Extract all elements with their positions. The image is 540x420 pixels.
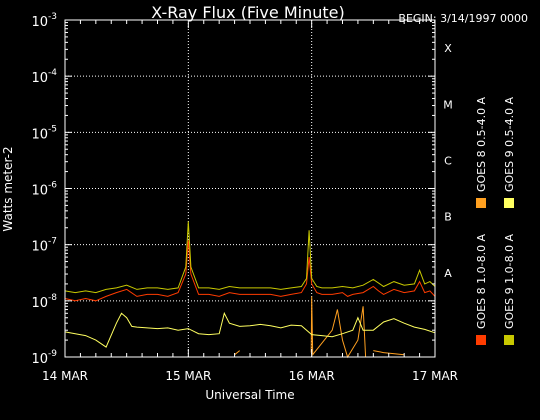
flare-class-label-A: A — [444, 267, 452, 280]
flare-class-label-C: C — [444, 155, 452, 168]
legend-swatch-1 — [476, 198, 486, 208]
y-tick-label-5: 10-4 — [31, 68, 57, 86]
legend-swatch-2 — [504, 198, 514, 208]
begin-label: BEGIN: 3/14/1997 0000 — [398, 12, 528, 25]
flare-class-label-M: M — [443, 98, 453, 111]
y-axis-title: Watts meter-2 — [1, 146, 15, 231]
y-tick-label-3: 10-6 — [31, 181, 57, 199]
flare-class-labels: A B C M X — [443, 42, 453, 280]
series-line-3 — [64, 221, 436, 294]
legend-label-1: GOES 8 0.5-4.0 A — [475, 96, 488, 192]
chart-title: X-Ray Flux (Five Minute) — [151, 3, 344, 22]
grid — [65, 20, 435, 357]
y-tick-label-1: 10-8 — [31, 293, 57, 311]
y-tick-label-2: 10-7 — [31, 237, 57, 255]
series-lines — [64, 221, 436, 359]
x-axis-title: Universal Time — [205, 388, 294, 402]
series-line-2 — [64, 311, 436, 348]
series-line-0 — [64, 240, 436, 302]
x-tick-label-2: 16 MAR — [289, 369, 335, 383]
legend-label-3: GOES 9 1.0-8.0 A — [503, 233, 516, 329]
x-tick-label-0: 14 MAR — [42, 369, 88, 383]
y-ticks: 10-9 10-8 10-7 10-6 10-5 10-4 10-3 — [31, 12, 435, 367]
x-ticks: 14 MAR 15 MAR 16 MAR 17 MAR — [42, 20, 458, 383]
legend-label-0: GOES 8 1.0-8.0 A — [475, 233, 488, 329]
legend-swatch-0 — [476, 335, 486, 345]
legend: GOES 8 1.0-8.0 A GOES 8 0.5-4.0 A GOES 9 1… — [475, 96, 516, 345]
flare-class-label-X: X — [444, 42, 452, 55]
legend-label-2: GOES 9 0.5-4.0 A — [503, 96, 516, 192]
x-tick-label-3: 17 MAR — [412, 369, 458, 383]
y-tick-label-4: 10-5 — [31, 124, 57, 142]
y-tick-label-0: 10-9 — [31, 349, 57, 367]
flare-class-label-B: B — [444, 211, 452, 224]
legend-swatch-3 — [504, 335, 514, 345]
x-tick-label-1: 15 MAR — [165, 369, 211, 383]
y-tick-label-6: 10-3 — [31, 12, 57, 30]
